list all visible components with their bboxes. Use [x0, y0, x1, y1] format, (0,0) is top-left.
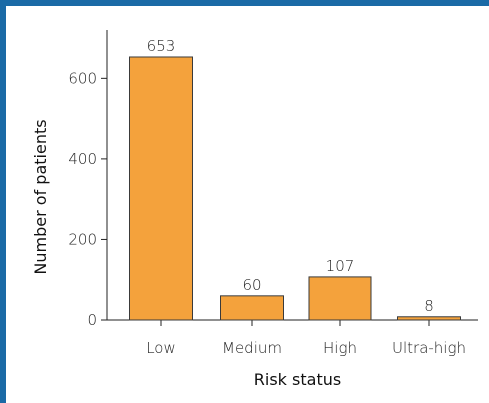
data-labels: 653 60 107 8 — [147, 37, 434, 315]
x-tick-label: Medium — [222, 339, 282, 357]
x-axis-title: Risk status — [254, 370, 341, 389]
bar-high — [308, 276, 372, 321]
bar-low — [129, 56, 193, 321]
x-tick-label: Ultra-high — [392, 339, 466, 357]
y-tick-label: 400 — [68, 150, 97, 168]
data-label: 60 — [242, 276, 261, 294]
bar-medium — [220, 295, 284, 321]
data-label: 8 — [424, 297, 434, 315]
y-tick-label: 600 — [68, 69, 97, 87]
x-axis: Low Medium High Ultra-high — [107, 319, 478, 357]
bar-ultra-high — [397, 316, 461, 321]
y-tick-label: 200 — [68, 230, 97, 248]
data-label: 653 — [147, 37, 176, 55]
data-label: 107 — [326, 257, 355, 275]
x-tick-label: High — [323, 339, 357, 357]
y-axis-title: Number of patients — [31, 119, 50, 274]
y-axis: 0 200 400 600 — [68, 30, 108, 329]
bars — [129, 56, 461, 321]
x-tick-label: Low — [146, 339, 176, 357]
y-tick-label: 0 — [87, 311, 97, 329]
